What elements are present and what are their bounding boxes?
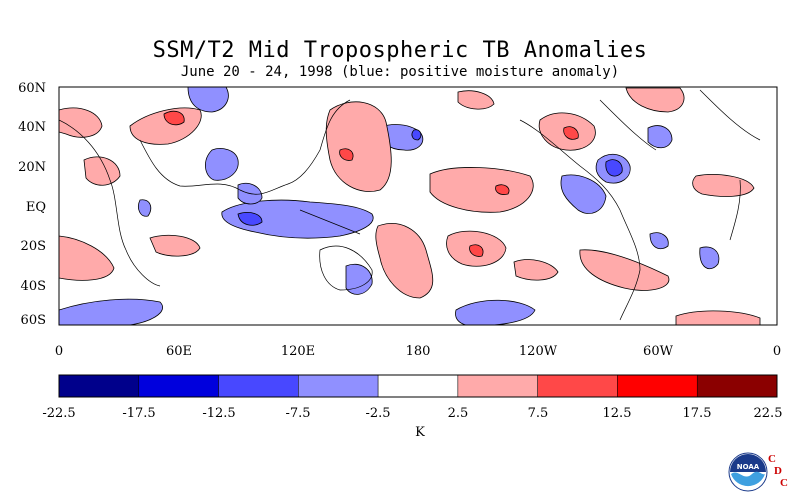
colorbar-tick-label: -12.5 [202, 406, 236, 421]
colorbar-cell [457, 374, 538, 398]
lat-label-eq: EQ [25, 200, 46, 215]
red-core-east-pacific [495, 184, 510, 195]
blue-region-southern-ocean-west [59, 298, 163, 325]
credit-letter: C [768, 453, 776, 465]
colorbar-tick-label: 2.5 [447, 406, 469, 421]
lon-label-180: 180 [405, 344, 431, 359]
colorbar-tick-label: 17.5 [682, 406, 712, 421]
blue-region-indian-ocean [221, 199, 374, 239]
colorbar-tick-label: 22.5 [753, 406, 783, 421]
colorbar-cell [58, 374, 140, 398]
credit-letter: C [780, 477, 788, 489]
pink-region-east-pacific [429, 167, 534, 213]
strong-blue-core-pacific [411, 129, 422, 141]
colorbar-cell [298, 374, 379, 398]
pink-region-tropical-indian [149, 234, 201, 257]
blue-region-southern-ocean-mid [455, 299, 536, 325]
colorbar-frame [58, 374, 778, 398]
colorbar-cell [218, 374, 299, 398]
lon-label-60w: 60W [643, 344, 673, 359]
lat-label-40n: 40N [18, 120, 46, 135]
colorbar-tick-label: -7.5 [285, 406, 311, 421]
lat-label-40s: 40S [20, 279, 46, 294]
pink-region-southern-atlantic [675, 310, 761, 325]
credit-letter: D [774, 465, 782, 477]
lon-label-120w: 120W [518, 344, 558, 359]
colorbar-tick-label: 12.5 [602, 406, 632, 421]
map-frame [58, 86, 778, 326]
colorbar-tick-label: -22.5 [42, 406, 76, 421]
red-core-central-asia [163, 110, 185, 126]
strong-warm-anomaly-regions [163, 110, 579, 257]
colorbar-unit: K [415, 425, 425, 440]
warm-anomaly-regions [59, 87, 761, 325]
red-core-south-pacific [469, 244, 484, 257]
lon-label-60e: 60E [165, 344, 193, 359]
lat-label-20s: 20S [20, 239, 46, 254]
blue-region-australia-south [345, 263, 373, 295]
blue-region-arctic-asia [187, 87, 229, 113]
noaa-logo-text: NOAA [737, 463, 760, 471]
strong-blue-core-indian [237, 212, 263, 226]
chart-title: SSM/T2 Mid Tropospheric TB Anomalies [152, 38, 648, 63]
red-core-north-america [563, 126, 579, 140]
lon-label-120e: 120E [280, 344, 316, 359]
colorbar-cell [377, 374, 459, 398]
lon-label-0: 0 [54, 344, 64, 359]
lat-label-60s: 60S [20, 313, 46, 328]
blue-region-south-atlantic [649, 232, 669, 250]
noaa-logo: NOAA [728, 452, 768, 492]
pink-region-australia [375, 223, 434, 299]
chart-subtitle: June 20 - 24, 1998 (blue: positive moist… [180, 64, 620, 80]
colorbar-tick-label: 7.5 [527, 406, 549, 421]
pink-region-north-atlantic [692, 174, 755, 197]
pink-region-west-pacific [325, 101, 392, 192]
lat-label-20n: 20N [18, 160, 46, 175]
coastlines [59, 89, 761, 321]
pink-region-africa [59, 107, 103, 138]
lat-label-60n: 60N [18, 81, 46, 96]
colorbar-cell [537, 374, 618, 398]
blue-region-asia [205, 148, 239, 181]
colorbar-tick-label: -2.5 [365, 406, 391, 421]
blue-region-indian-south [138, 199, 152, 217]
colorbar-cell [617, 374, 698, 398]
colorbar-cell [138, 374, 219, 398]
red-core-pacific [339, 148, 354, 161]
blue-region-atlantic [560, 174, 607, 214]
pink-region-south-indian [59, 235, 115, 281]
strong-moisture-anomaly-regions [237, 129, 623, 226]
pink-region-south-america [579, 249, 670, 291]
pink-region-south-pacific-east [513, 259, 559, 281]
anomaly-map [58, 86, 778, 326]
lon-label-0-right: 0 [772, 344, 782, 359]
pink-region-europe [625, 87, 685, 113]
blue-region-south-pacific [699, 246, 720, 270]
blue-region-north-atlantic [647, 125, 673, 149]
pink-region-arctic-pacific [457, 90, 495, 110]
colorbar-tick-label: -17.5 [122, 406, 156, 421]
colorbar-cell [696, 374, 778, 398]
colorbar [58, 374, 778, 398]
strong-blue-core-caribbean [605, 159, 623, 177]
